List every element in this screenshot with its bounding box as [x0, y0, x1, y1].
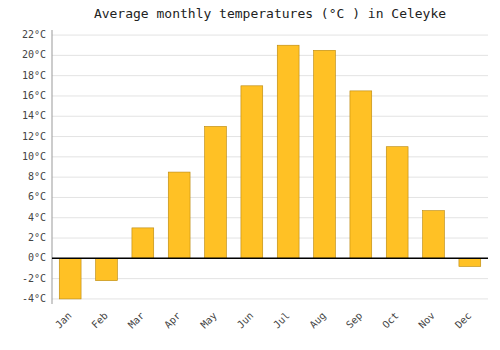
- grid-line: [52, 75, 488, 76]
- chart: Average monthly temperatures (°C ) in Ce…: [0, 0, 500, 350]
- x-axis: Jan Feb Mar Apr May Jun Jul Aug Sep Oct Nov Dec: [53, 310, 473, 331]
- grid: [52, 35, 488, 299]
- x-tick-label: Mar: [126, 310, 147, 331]
- bar: [241, 86, 263, 259]
- x-tick-label: May: [198, 310, 219, 331]
- y-tick-label: 16°C: [22, 90, 46, 101]
- title: Average monthly temperatures (°C ) in Ce…: [94, 6, 446, 21]
- y-tick-label: -4°C: [22, 293, 46, 304]
- x-tick-label: Oct: [380, 310, 401, 331]
- x-tick-label: Dec: [453, 310, 474, 331]
- bar: [132, 228, 154, 258]
- bars: [59, 45, 480, 299]
- bar: [423, 211, 445, 259]
- y-tick-label: 18°C: [22, 70, 46, 81]
- y-axis-line: [52, 30, 53, 304]
- x-tick-label: Apr: [162, 310, 183, 331]
- y-tick-label: 0°C: [28, 252, 46, 263]
- grid-line: [52, 298, 488, 299]
- x-tick-label: Feb: [89, 310, 110, 331]
- y-tick-label: -2°C: [22, 273, 46, 284]
- y-tick-label: 8°C: [28, 171, 46, 182]
- bar: [205, 126, 227, 258]
- y-tick-label: 2°C: [28, 232, 46, 243]
- grid-line: [52, 35, 488, 36]
- bar: [459, 258, 481, 266]
- y-tick-label: 22°C: [22, 29, 46, 40]
- bar: [350, 91, 372, 258]
- grid-line: [52, 55, 488, 56]
- x-tick-label: Sep: [344, 310, 365, 331]
- y-tick-label: 14°C: [22, 110, 46, 121]
- grid-line: [52, 197, 488, 198]
- bar: [59, 258, 81, 299]
- bar: [386, 147, 408, 259]
- bar: [314, 50, 336, 258]
- grid-line: [52, 95, 488, 96]
- bar: [277, 45, 299, 258]
- x-tick-label: Jun: [235, 310, 256, 331]
- grid-line: [52, 177, 488, 178]
- y-tick-label: 6°C: [28, 191, 46, 202]
- y-tick-label: 20°C: [22, 49, 46, 60]
- x-tick-label: Aug: [307, 310, 328, 331]
- grid-line: [52, 156, 488, 157]
- grid-line: [52, 136, 488, 137]
- y-axis: -4°C -2°C 0°C 2°C 4°C 6°C 8°C 10°C 12°C 14°C 16°C 1…: [22, 29, 52, 304]
- x-tick-label: Jan: [53, 310, 74, 331]
- grid-line: [52, 116, 488, 117]
- y-tick-label: 10°C: [22, 151, 46, 162]
- x-tick-label: Jul: [271, 310, 292, 331]
- bar: [168, 172, 190, 258]
- zero-line: [52, 258, 488, 260]
- bar: [96, 258, 118, 280]
- y-tick-label: 12°C: [22, 131, 46, 142]
- grid-line: [52, 258, 488, 259]
- y-tick-label: 4°C: [28, 212, 46, 223]
- x-tick-label: Nov: [416, 310, 437, 331]
